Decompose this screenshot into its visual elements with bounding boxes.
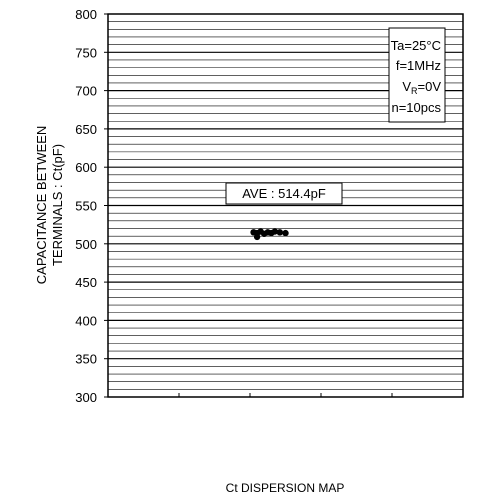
average-label: AVE : 514.4pF — [242, 186, 326, 201]
vr-value: =0V — [418, 79, 442, 94]
data-point — [282, 229, 289, 237]
vr-symbol: V — [402, 79, 411, 94]
y-tick-label: 450 — [75, 275, 97, 290]
data-point — [271, 228, 279, 235]
condition-reverse-voltage: VR=0V — [402, 79, 441, 96]
y-tick-label: 300 — [75, 390, 97, 405]
y-tick-label: 550 — [75, 199, 97, 214]
data-point — [253, 233, 261, 241]
data-point — [276, 229, 284, 236]
y-tick-label: 650 — [75, 122, 97, 137]
condition-sample-count: n=10pcs — [391, 100, 441, 115]
plot-frame — [107, 13, 464, 398]
conditions-box — [388, 27, 446, 123]
y-tick-label: 800 — [75, 7, 97, 22]
vr-subscript: R — [411, 86, 418, 96]
y-tick-label: 700 — [75, 84, 97, 99]
y-tick-label: 600 — [75, 160, 97, 175]
y-tick-label: 500 — [75, 237, 97, 252]
data-points — [250, 228, 289, 241]
y-tick-label: 400 — [75, 313, 97, 328]
x-axis-title: Ct DISPERSION MAP — [226, 481, 345, 495]
y-tick-label: 350 — [75, 352, 97, 367]
condition-temperature: Ta=25°C — [391, 38, 441, 53]
average-label-box — [225, 182, 343, 205]
major-gridlines — [108, 51, 463, 360]
condition-frequency: f=1MHz — [396, 58, 441, 73]
y-tick-label: 750 — [75, 45, 97, 60]
y-axis-ticks: 300 350 400 450 500 550 600 650 700 750 800 — [75, 7, 108, 405]
y-axis-title-line2: TERMINALS : Ct(pF) — [50, 144, 65, 266]
y-axis-title-line1: CAPACITANCE BETWEEN — [34, 126, 49, 284]
